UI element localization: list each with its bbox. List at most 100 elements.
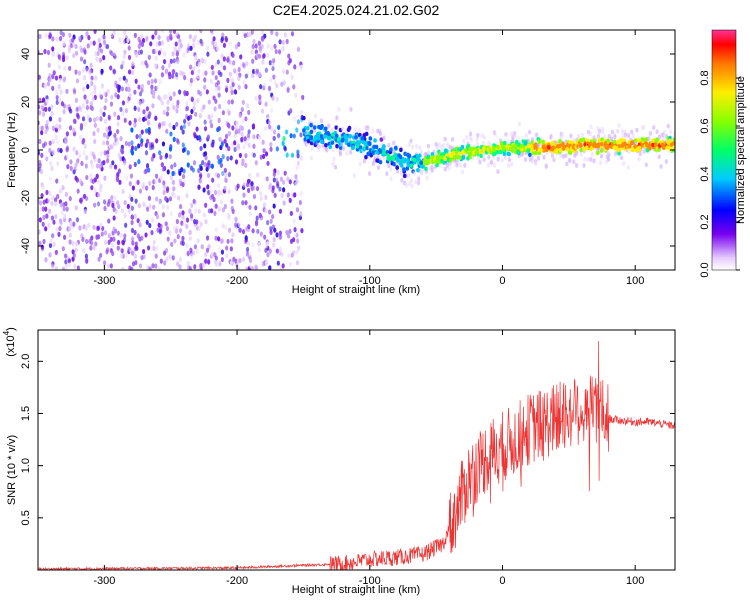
spectrogram-cell <box>254 160 258 166</box>
spectrogram-cell <box>62 206 66 212</box>
spectrogram-cell <box>340 138 345 143</box>
spectrogram-cell <box>115 140 120 146</box>
spectrogram-cell <box>192 66 196 72</box>
spectrogram-cell <box>364 154 368 160</box>
spectrogram-cell <box>197 68 201 74</box>
spectrogram-cell <box>259 195 263 201</box>
spectrogram-cell <box>244 162 248 168</box>
spectrogram-cell <box>289 210 293 217</box>
spectrogram-cell <box>269 125 274 132</box>
spectrogram-cell <box>85 195 89 202</box>
spectrogram-cell <box>234 185 238 191</box>
spectrogram-cell <box>103 205 107 212</box>
spectrogram-cell <box>468 131 473 137</box>
spectrogram-cell <box>48 208 52 214</box>
spectrogram-cell <box>45 119 49 126</box>
spectrogram-cell <box>300 228 304 234</box>
spectrogram-cell <box>155 41 159 47</box>
spectrogram-cell <box>278 246 283 252</box>
spectrogram-cell <box>122 237 127 243</box>
spectrogram-cell <box>259 84 263 90</box>
spectrogram-cell <box>541 139 546 145</box>
spectrogram-cell <box>97 158 101 164</box>
spectrogram-cell <box>321 143 325 149</box>
spectrogram-y-tick-label: 0 <box>20 147 32 153</box>
spectrogram-cell <box>62 103 67 109</box>
spectrogram-cell <box>238 130 242 136</box>
spectrogram-cell <box>160 162 164 168</box>
spectrogram-cell <box>199 58 204 64</box>
spectrogram-cell <box>123 199 127 206</box>
spectrogram-cell <box>176 233 180 240</box>
snr-y-tick-label: 0.5 <box>20 510 32 525</box>
spectrogram-cell <box>263 202 267 208</box>
spectrogram-cell <box>71 256 75 262</box>
spectrogram-cell <box>252 193 257 200</box>
spectrogram-cell <box>310 146 314 152</box>
spectrogram-cell <box>154 115 158 121</box>
spectrogram-cell <box>181 235 185 242</box>
spectrogram-cell <box>322 134 327 139</box>
spectrogram-cell <box>338 151 343 157</box>
spectrogram-cell <box>87 35 91 41</box>
spectrogram-cell <box>510 131 514 137</box>
spectrogram-cell <box>357 140 361 146</box>
spectrogram-cell <box>140 235 144 241</box>
spectrogram-cell <box>293 64 297 70</box>
spectrogram-cell <box>210 142 214 148</box>
spectrogram-cell <box>43 48 47 55</box>
spectrogram-cell <box>351 145 356 150</box>
spectrogram-cell <box>257 134 262 141</box>
spectrogram-cell <box>247 109 251 116</box>
spectrogram-cell <box>212 36 216 42</box>
spectrogram-cell <box>162 189 166 195</box>
spectrogram-cell <box>166 186 170 192</box>
spectrogram-cell <box>38 159 42 165</box>
spectrogram-cell <box>496 169 500 175</box>
snr-x-ticks: -300 -200 -100 0 100 <box>93 330 644 587</box>
spectrogram-cell <box>110 242 115 249</box>
spectrogram-cell <box>57 147 61 153</box>
spectrogram-cell <box>270 30 274 35</box>
spectrogram-cell <box>358 145 363 150</box>
spectrogram-cell <box>144 150 149 156</box>
spectrogram-cell <box>68 65 72 71</box>
spectrogram-cell <box>109 163 113 169</box>
spectrogram-cell <box>232 60 236 66</box>
spectrogram-cell <box>299 190 303 197</box>
spectrogram-y-tick-label: 20 <box>20 96 32 108</box>
spectrogram-cell <box>245 251 250 257</box>
spectrogram-cell <box>389 166 393 172</box>
spectrogram-cell <box>275 248 279 254</box>
spectrogram-cell <box>282 136 286 142</box>
spectrogram-cell <box>213 106 217 112</box>
spectrogram-cell <box>140 83 145 89</box>
spectrogram-cell <box>612 145 617 150</box>
spectrogram-cell <box>112 69 116 75</box>
spectrogram-cell <box>207 208 211 214</box>
spectrogram-cell <box>392 162 397 167</box>
spectrogram-cell <box>154 178 158 184</box>
spectrogram-cell <box>188 229 192 236</box>
spectrogram-y-label: Frequency (Hz) <box>6 112 18 188</box>
spectrogram-cell <box>172 136 176 142</box>
spectrogram-cell <box>54 201 58 207</box>
spectrogram-cell <box>378 131 383 137</box>
spectrogram-cell <box>85 238 89 245</box>
spectrogram-cell <box>364 131 369 137</box>
spectrogram-cell <box>124 222 128 228</box>
spectrogram-cell <box>89 101 93 107</box>
spectrogram-cell <box>216 59 220 65</box>
spectrogram-cell <box>206 51 210 57</box>
spectrogram-cell <box>165 111 170 117</box>
spectrogram-cell <box>177 195 181 201</box>
spectrogram-cell <box>319 134 324 139</box>
spectrogram-cell <box>234 44 238 50</box>
spectrogram-cell <box>376 165 381 170</box>
spectrogram-cell <box>647 136 651 142</box>
spectrogram-cell <box>482 134 487 140</box>
spectrogram-cell <box>78 153 82 159</box>
spectrogram-cell <box>222 42 227 48</box>
spectrogram-cell <box>297 245 301 251</box>
spectrogram-cell <box>114 92 118 98</box>
